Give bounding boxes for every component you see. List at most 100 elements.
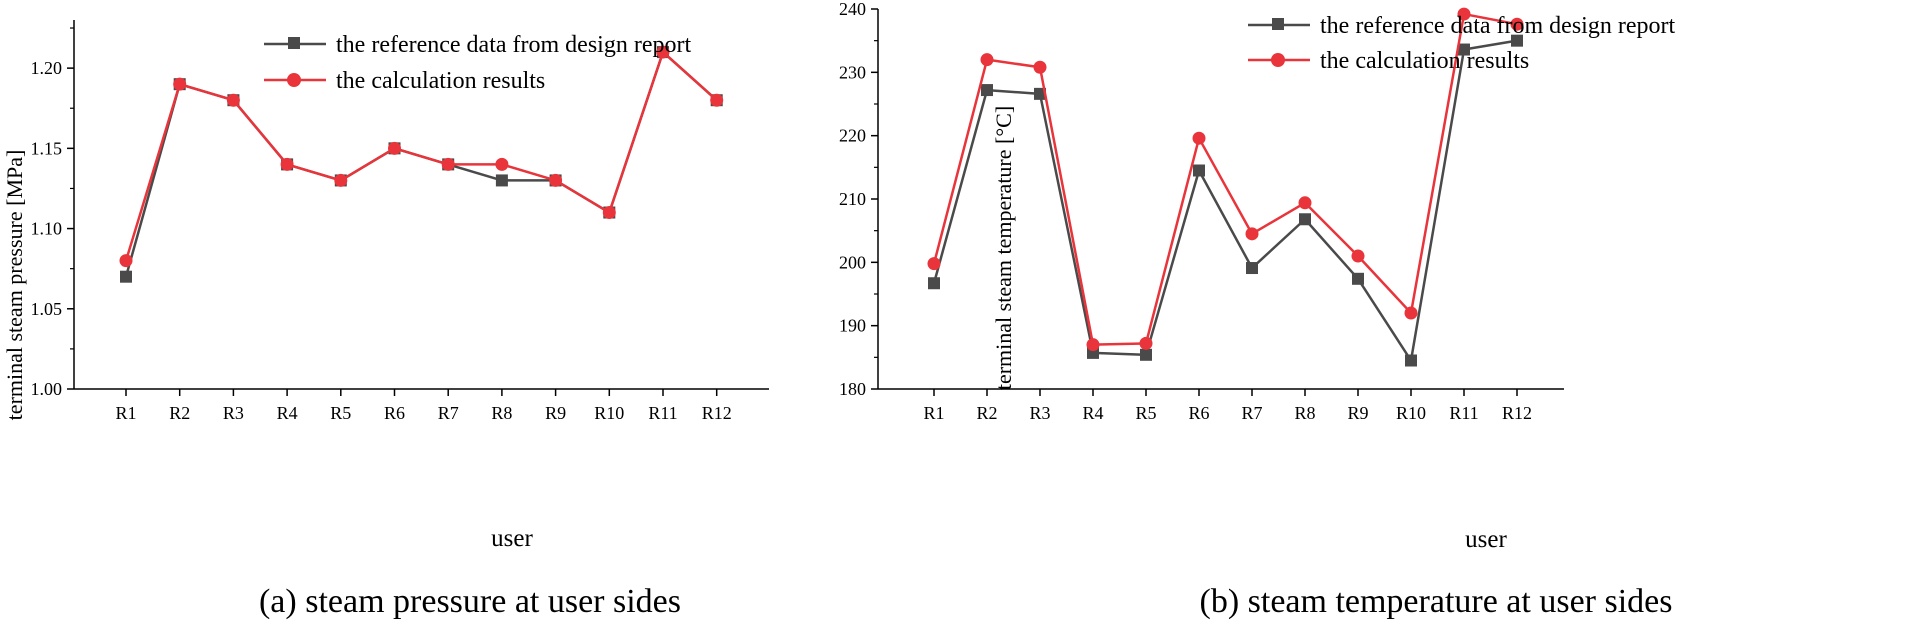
pressure-point-reference [495,174,508,187]
pressure-point-calculated [710,93,724,107]
pressure-legend-label-reference: the reference data from design report [336,32,691,58]
temperature-y-tick-label: 220 [839,126,866,146]
pressure-point-calculated [602,206,616,220]
temperature-point-calculated [1404,306,1418,320]
temperature-legend: the reference data from design report th… [1248,13,1675,74]
pressure-x-tick-label: R5 [330,403,351,423]
temperature-x-tick-label: R10 [1396,403,1426,423]
pressure-legend-entry-calculated: the calculation results [264,68,545,94]
temperature-y-axis-label: terminal steam temperature [°C] [991,106,1016,390]
temperature-point-reference [1511,34,1523,47]
temperature-point-reference [981,84,993,97]
temperature-x-tick-label: R1 [923,403,944,423]
temperature-x-axis-label: user [1465,526,1507,553]
pressure-x-tick-label: R1 [115,403,136,423]
pressure-point-calculated [656,45,670,59]
temperature-point-calculated [1139,336,1153,350]
pressure-point-calculated [495,157,509,171]
temperature-y-tick-label: 230 [839,62,866,82]
temperature-point-calculated [927,257,941,271]
temperature-point-reference [1458,43,1470,56]
pressure-chart: 1.00 1.05 1.10 1.15 1.20 R1 R2 R3 R4 R5 R6 R7 R8 R9 R1… [2,20,769,620]
temperature-x-tick-label: R7 [1241,403,1262,423]
temperature-y-tick-label: 210 [839,189,866,209]
pressure-x-tick-label: R2 [169,403,190,423]
temperature-plot-area: 180 190 200 210 220 230 240 R1 R2 R3 R4 R5 R6 R7 R8 R9 R… [839,0,1564,423]
pressure-point-reference [120,270,132,283]
temperature-point-calculated [1351,249,1365,263]
pressure-x-tick-label: R3 [223,403,244,423]
temperature-point-reference [928,277,940,290]
pressure-x-tick-label: R4 [277,403,298,423]
temperature-point-reference [1193,164,1205,177]
temperature-x-tick-label: R6 [1188,403,1209,423]
temperature-legend-entry-reference: the reference data from design report [1248,13,1675,39]
pressure-x-tick-label: R12 [702,403,732,423]
temperature-x-tick-label: R2 [976,403,997,423]
temperature-legend-marker-reference [1272,18,1284,30]
temperature-x-tick-label: R12 [1502,403,1532,423]
pressure-x-tick-label: R7 [438,403,459,423]
pressure-y-tick-label: 1.15 [31,138,63,158]
pressure-point-calculated [549,173,563,187]
temperature-line-reference [932,39,1518,362]
pressure-x-tick-label: R11 [648,403,677,423]
temperature-y-tick-label: 200 [839,252,866,272]
temperature-point-reference [1140,348,1152,361]
pressure-legend-entry-reference: the reference data from design report [264,32,691,58]
temperature-legend-entry-calculated: the calculation results [1248,48,1529,74]
pressure-chart-caption: (a) steam pressure at user sides [259,583,681,620]
pressure-legend-label-calculated: the calculation results [336,68,545,94]
temperature-legend-label-calculated: the calculation results [1320,48,1529,74]
temperature-chart-caption: (b) steam temperature at user sides [1200,583,1673,620]
temperature-point-calculated [980,53,994,67]
temperature-point-reference [1405,354,1417,367]
pressure-point-calculated [119,254,133,268]
temperature-y-tick-label: 240 [839,0,866,19]
temperature-x-tick-label: R8 [1294,403,1315,423]
pressure-y-tick-label: 1.00 [31,379,63,399]
temperature-point-calculated [1457,7,1471,21]
temperature-y-tick-label: 180 [839,379,866,399]
temperature-point-reference [1246,262,1258,275]
pressure-y-tick-label: 1.05 [31,299,63,319]
pressure-point-calculated [173,77,187,91]
pressure-legend-marker-reference [288,37,300,49]
temperature-point-reference [1299,213,1311,226]
pressure-point-calculated [280,157,294,171]
temperature-point-calculated [1033,60,1047,74]
temperature-point-calculated [1298,196,1312,210]
pressure-point-calculated [441,157,455,171]
temperature-chart: 180 190 200 210 220 230 240 R1 R2 R3 R4 R5 R6 R7 R8 R9 R… [839,0,1675,620]
pressure-x-tick-label: R8 [491,403,512,423]
temperature-legend-marker-calculated [1271,53,1285,67]
temperature-x-tick-label: R4 [1082,403,1103,423]
temperature-point-reference [1352,272,1364,285]
pressure-y-tick-label: 1.20 [31,58,63,78]
pressure-x-tick-label: R10 [594,403,624,423]
pressure-point-calculated [388,141,401,155]
temperature-x-tick-label: R3 [1029,403,1050,423]
pressure-point-calculated [226,93,240,107]
pressure-legend-marker-calculated [287,73,301,87]
pressure-y-axis-label: terminal steam pressure [MPa] [2,150,27,421]
temperature-legend-label-reference: the reference data from design report [1320,13,1675,39]
temperature-point-calculated [1245,227,1259,241]
temperature-point-reference [1034,87,1046,100]
temperature-line-calculated [932,12,1518,346]
temperature-point-calculated [1192,131,1206,145]
pressure-x-tick-label: R9 [545,403,566,423]
temperature-x-tick-label: R11 [1449,403,1478,423]
pressure-legend: the reference data from design report th… [264,32,691,94]
temperature-y-tick-label: 190 [839,316,866,336]
temperature-x-tick-label: R9 [1347,403,1368,423]
pressure-plot-area: 1.00 1.05 1.10 1.15 1.20 R1 R2 R3 R4 R5 R6 R7 R8 R9 R1… [31,20,769,423]
pressure-x-axis-label: user [491,525,533,552]
temperature-point-calculated [1086,338,1100,352]
temperature-x-tick-label: R5 [1135,403,1156,423]
pressure-line-calculated [124,50,718,262]
pressure-point-calculated [334,173,348,187]
pressure-y-tick-label: 1.10 [31,219,63,239]
pressure-x-tick-label: R6 [384,403,405,423]
